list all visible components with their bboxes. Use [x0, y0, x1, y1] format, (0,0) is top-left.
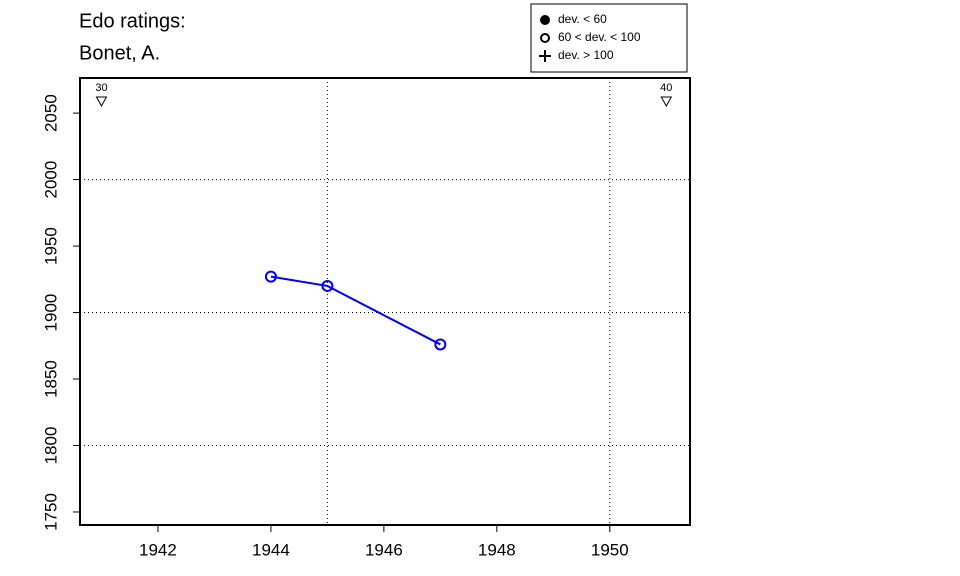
x-tick-label: 1944 — [252, 540, 290, 559]
legend-label: dev. < 60 — [558, 12, 607, 26]
y-tick-label: 2000 — [41, 161, 60, 199]
legend-label: dev. > 100 — [558, 48, 614, 62]
annotation-label: 40 — [660, 82, 672, 94]
y-tick-label: 1850 — [41, 360, 60, 398]
y-tick-label: 1950 — [41, 227, 60, 265]
marker — [434, 338, 447, 351]
annotation-label: 30 — [95, 82, 107, 94]
x-tick-label: 1950 — [591, 540, 629, 559]
annotation-marker — [95, 96, 108, 108]
x-tick-label: 1946 — [365, 540, 403, 559]
y-tick-label: 1800 — [41, 427, 60, 465]
chart-title: Edo ratings: — [79, 10, 186, 32]
marker — [539, 50, 551, 62]
y-tick-label: 2050 — [41, 94, 60, 132]
marker — [540, 15, 550, 25]
y-tick-label: 1750 — [41, 493, 60, 531]
series-line — [270, 275, 441, 346]
x-tick-label: 1942 — [139, 540, 177, 559]
marker — [321, 279, 334, 292]
legend-label: 60 < dev. < 100 — [558, 30, 641, 44]
x-tick-label: 1948 — [478, 540, 516, 559]
marker — [264, 270, 277, 283]
chart-title: Bonet, A. — [79, 42, 160, 64]
plot-frame — [79, 77, 691, 526]
annotation-marker — [660, 96, 673, 108]
marker — [540, 33, 550, 43]
legend-box — [530, 3, 688, 73]
y-tick-label: 1900 — [41, 294, 60, 332]
